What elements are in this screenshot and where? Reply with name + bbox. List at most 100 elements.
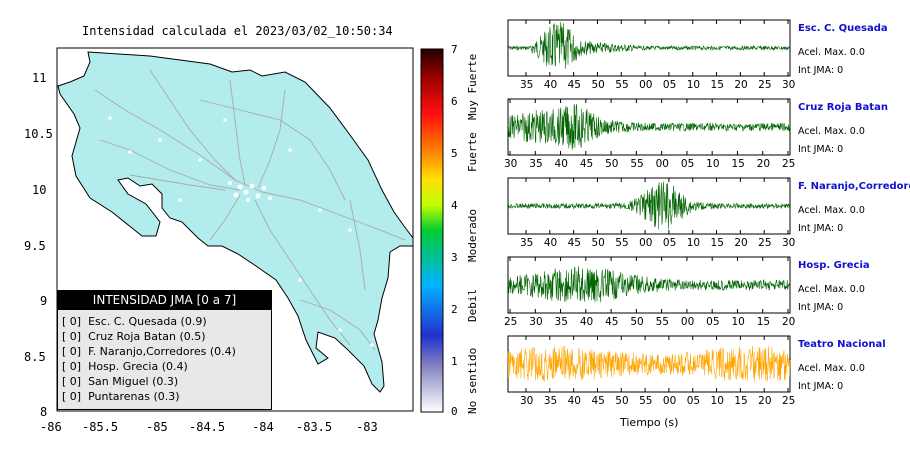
legend-item: [ 0] Puntarenas (0.3) [62,390,180,403]
waveform-tick-label: 15 [756,316,771,328]
legend-item: [ 0] San Miguel (0.3) [62,375,179,388]
map-title: Intensidad calculada el 2023/03/02_10:50… [82,24,393,38]
waveform-tick-label: 25 [758,79,772,91]
waveform-tick-label: 35 [520,79,534,91]
station-accel: Acel. Max. 0.0 [798,205,865,216]
waveform-tick-label: 30 [520,395,534,407]
y-tick: 9.5 [24,239,46,253]
waveform-tick-label: 50 [615,395,629,407]
colorbar-tick: 2 [451,303,458,316]
waveform-tick-label: 45 [567,237,581,249]
intensity-legend: INTENSIDAD JMA [0 a 7] [ 0] Esc. C. Ques… [57,290,272,410]
waveform-panel [507,177,791,235]
colorbar-tick: 1 [451,355,458,368]
city-dots [108,116,374,347]
station-intensity: Int JMA: 0 [798,144,844,155]
waveform-tick-label: 00 [662,395,677,407]
station-intensity: Int JMA: 0 [798,302,844,313]
waveform-tick-label: 50 [630,316,644,328]
waveform-trace [507,21,791,69]
waveform-tick-label: 10 [731,316,745,328]
colorbar-tick: 0 [451,405,458,418]
waveform-trace [507,345,791,382]
colorbar-tick: 7 [451,43,458,56]
waveform-tick-label: 00 [639,237,653,249]
x-tick: -85.5 [82,420,119,434]
y-tick: 10.5 [24,127,53,141]
waveform-tick-label: 20 [734,237,748,249]
colorbar-tick: 5 [451,147,458,160]
waveform-tick-label: 40 [543,237,558,249]
y-tick: 10 [32,183,47,197]
waveform-tick-label: 55 [639,395,653,407]
station-name: Hosp. Grecia [798,260,870,271]
waveform-tick-label: 00 [680,316,695,328]
waveform-tick-label: 50 [591,237,605,249]
waveform-tick-label: 30 [504,158,518,170]
waveform-tick-label: 30 [529,316,543,328]
waveform-tick-label: 10 [686,237,701,249]
waveform-tick-label: 45 [567,79,581,91]
waveform-tick-label: 35 [529,158,543,170]
station-accel: Acel. Max. 0.0 [798,126,865,137]
station-intensity: Int JMA: 0 [798,381,844,392]
x-tick: -83 [356,420,378,434]
waveform-tick-label: 10 [706,158,720,170]
waveform-tick-label: 45 [605,316,619,328]
waveform-tick-label: 55 [615,79,629,91]
waveform-tick-label: 35 [520,237,534,249]
waveform-panel [507,19,791,77]
y-tick: 11 [32,71,47,85]
waveform-tick-label: 00 [655,158,669,170]
station-intensity: Int JMA: 0 [798,65,844,76]
waveform-tick-label: 35 [543,395,558,407]
waveform-tick-label: 10 [710,395,724,407]
legend-item: [ 0] F. Naranjo,Corredores (0.4) [62,345,236,358]
x-tick: -84 [252,420,274,434]
waveform-trace [507,266,791,303]
waveform-tick-label: 05 [680,158,695,170]
waveform-tick-label: 25 [504,316,518,328]
legend-title: INTENSIDAD JMA [0 a 7] [58,291,271,310]
waveform-panel [507,256,791,314]
station-name: F. Naranjo,Corredores [798,181,910,192]
costa-rica-land [57,51,414,393]
waveform-tick-label: 40 [579,316,594,328]
waveform-panel [507,335,791,393]
waveform-tick-label: 15 [710,79,724,91]
waveform-tick-label: 20 [734,79,748,91]
waveform-tick-label: 20 [782,316,796,328]
waveform-tick-label: 10 [686,79,701,91]
waveform-tick-label: 05 [686,395,701,407]
colorbar-tick: 3 [451,251,458,264]
waveform-tick-label: 45 [591,395,605,407]
waveform-tick-label: 55 [615,237,629,249]
waveform-tick-label: 20 [756,158,771,170]
legend-item: [ 0] Cruz Roja Batan (0.5) [62,330,206,343]
waveform-tick-label: 15 [710,237,724,249]
waveform-tick-label: 50 [605,158,619,170]
waveform-tick-label: 15 [734,395,748,407]
waveform-tick-label: 30 [782,237,796,249]
station-name: Teatro Nacional [798,339,886,350]
colorbar-tick: 4 [451,199,458,212]
waveform-tick-label: 15 [731,158,745,170]
y-tick: 8.5 [24,350,46,364]
waveform-tick-label: 25 [782,395,796,407]
waveform-tick-label: 05 [706,316,720,328]
waveform-panel [507,98,791,156]
x-tick: -84.5 [189,420,226,434]
waveform-tick-label: 25 [782,158,796,170]
waveform-tick-label: 55 [655,316,669,328]
legend-item: [ 0] Hosp. Grecia (0.4) [62,360,188,373]
waveform-tick-label: 05 [662,79,677,91]
waveform-tick-label: 45 [579,158,594,170]
waveform-tick-label: 50 [591,79,605,91]
station-accel: Acel. Max. 0.0 [798,363,865,374]
waveform-tick-label: 30 [782,79,796,91]
station-name: Cruz Roja Batan [798,102,888,113]
waveform-tick-label: 40 [543,79,558,91]
waveform-tick-label: 00 [639,79,653,91]
